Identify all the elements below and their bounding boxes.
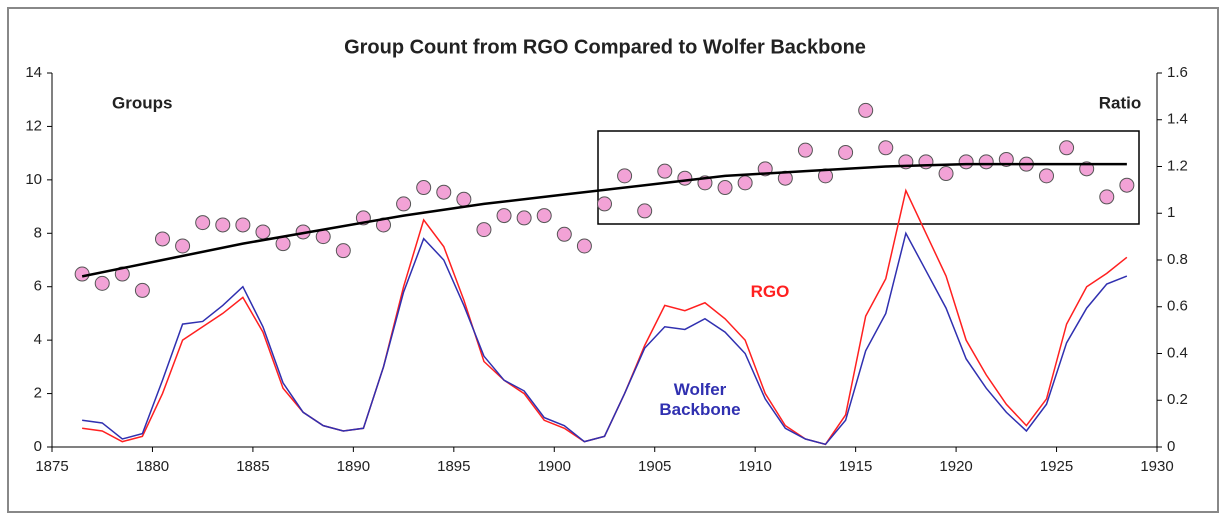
y-tick-label: 14 [25,64,42,81]
chart-title: Group Count from RGO Compared to Wolfer … [344,36,866,58]
series-label: Wolfer Backbone [659,380,741,419]
x-tick-label: 1885 [236,458,269,475]
ratio-point [335,243,351,259]
ratio-point [858,102,874,118]
ratio-point [978,154,994,170]
y-tick-label: 10 [25,171,42,188]
ratio-point [436,184,452,200]
series-label: RGO [750,282,790,301]
ratio-point [235,217,251,233]
ratio-point [677,170,693,186]
x-tick-label: 1880 [136,458,169,475]
x-tick-label: 1875 [35,458,68,475]
y2-tick-label: 1.4 [1167,111,1188,128]
ratio-point [416,180,432,196]
y2-tick-label: 1.6 [1167,64,1188,81]
ratio-point [838,144,854,160]
ratio-point [496,208,512,224]
y2-tick-label: 0.6 [1167,298,1188,315]
ratio-point [74,266,90,282]
ratio-point [617,168,633,184]
y-tick-label: 4 [34,331,42,348]
y2-tick-label: 0.2 [1167,391,1188,408]
y2-tick-label: 1 [1167,204,1175,221]
ratio-point [1039,168,1054,184]
x-tick-label: 1890 [337,458,370,475]
x-tick-label: 1895 [437,458,470,475]
ratio-point [717,180,733,196]
x-tick-label: 1910 [738,458,771,475]
y-tick-label: 8 [34,224,42,241]
ratio-point [255,224,271,240]
highlight-box [597,130,1140,225]
frame [7,7,1219,513]
x-tick-label: 1930 [1140,458,1173,475]
ratio-point [134,282,150,298]
ratio-point [576,238,592,254]
y2-tick-label: 0 [1167,438,1175,455]
ratio-point [94,275,110,291]
ratio-point [195,215,211,231]
y-tick-label: 12 [25,117,42,134]
y-tick-label: 2 [34,385,42,402]
x-tick-label: 1915 [839,458,872,475]
ratio-point [1099,189,1115,205]
ratio-point [878,140,894,156]
y-tick-label: 0 [34,438,42,455]
ratio-point [737,175,753,191]
ratio-point [175,238,191,254]
ratio-point [155,231,170,247]
trend-line [81,162,1127,278]
ratio-point [797,142,813,158]
y2-axis-label: Ratio [1099,93,1142,112]
ratio-point [536,208,552,224]
ratio-point [918,154,934,170]
ratio-point [556,226,572,242]
ratio-point [1119,177,1135,193]
ratio-point [1059,140,1075,156]
y-axis-label: Groups [112,93,172,112]
x-tick-label: 1925 [1040,458,1073,475]
x-tick-label: 1900 [538,458,571,475]
series-line [82,231,1128,446]
y-tick-label: 6 [34,278,42,295]
x-tick-label: 1905 [638,458,671,475]
y2-tick-label: 0.8 [1167,251,1188,268]
ratio-point [597,196,612,212]
ratio-point [215,217,231,233]
ratio-point [657,163,673,179]
ratio-point [516,210,532,226]
y2-tick-label: 0.4 [1167,344,1188,361]
y2-tick-label: 1.2 [1167,157,1188,174]
ratio-point [938,166,954,182]
ratio-point [456,191,472,207]
ratio-point [637,203,653,219]
ratio-point [476,222,492,238]
ratio-point [958,154,974,170]
x-tick-label: 1920 [939,458,972,475]
ratio-point [396,196,412,212]
